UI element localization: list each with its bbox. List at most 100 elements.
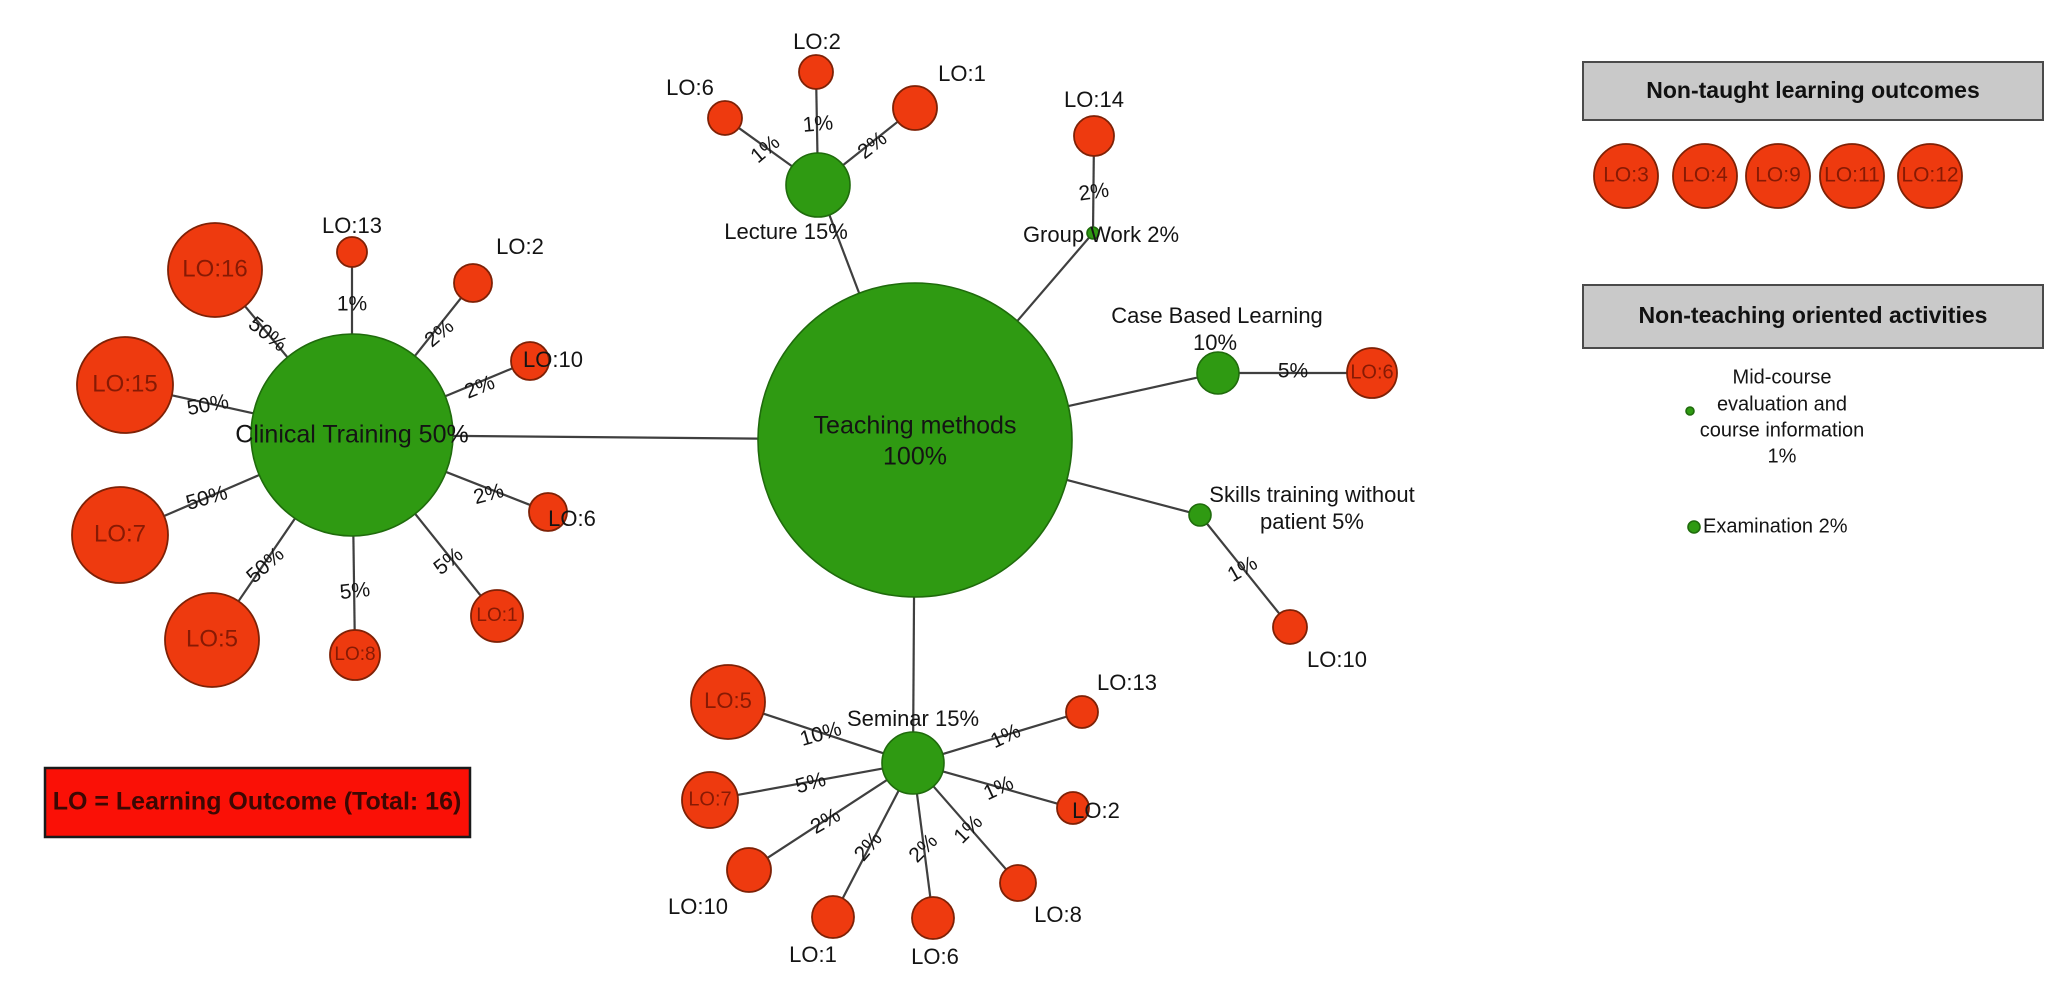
node-label-ct-lo5: LO:5 — [186, 625, 238, 652]
caption-lo-10: LO:10 — [668, 894, 728, 919]
node-ct-lo10 — [510, 341, 550, 381]
node-label-ct-lo15: LO:15 — [92, 370, 157, 397]
caption-lo-2: LO:2 — [1072, 798, 1120, 823]
edge-lecture-lec-lo6 — [738, 127, 793, 168]
node-ct-lo16 — [167, 222, 263, 318]
edge-label-group-work-lo14: 2% — [1077, 179, 1110, 206]
node-ct-lo5 — [164, 592, 260, 688]
edge-clinical-training-ct-lo10 — [444, 367, 513, 398]
non-teaching-panel: Non-teaching oriented activities Mid-cou… — [1582, 284, 2044, 537]
node-skills-training — [1188, 503, 1212, 527]
edge-seminar-sem-lo2 — [942, 770, 1058, 805]
edge-clinical-training-ct-lo8 — [352, 535, 356, 631]
midcourse-label-line2: evaluation and — [1717, 393, 1847, 415]
node-sem-lo1 — [811, 895, 855, 939]
legend-box — [43, 766, 472, 839]
caption-patient-5-: patient 5% — [1260, 509, 1364, 534]
edge-lecture-lec-lo2 — [815, 88, 819, 154]
midcourse-label-line1: Mid-course — [1733, 366, 1832, 388]
caption-100-: 100% — [883, 443, 947, 471]
node-nt-lo12 — [1897, 143, 1963, 209]
node-ct-lo15 — [76, 336, 174, 434]
caption-lo-13: LO:13 — [322, 213, 382, 238]
caption-case-based-learning: Case Based Learning — [1111, 303, 1323, 328]
node-ct-lo13 — [336, 236, 368, 268]
node-label-sem-lo7: LO:7 — [688, 788, 731, 810]
non-teaching-panel-box — [1582, 284, 2044, 349]
edges-layer — [163, 88, 1347, 899]
caption-lo-10: LO:10 — [523, 347, 583, 372]
node-teaching-methods — [757, 282, 1073, 598]
node-case-based-learning — [1196, 351, 1240, 395]
edge-label-case-based-learning-cbl-lo6: 5% — [1278, 360, 1308, 383]
edge-label-clinical-training-ct-lo5: 50% — [242, 543, 289, 588]
node-lec-lo6 — [707, 100, 743, 136]
caption-seminar-15-: Seminar 15% — [847, 706, 979, 731]
node-examination-dot — [1687, 520, 1701, 534]
caption-lo-1: LO:1 — [789, 942, 837, 967]
edge-clinical-training-ct-lo5 — [237, 517, 296, 602]
node-sem-lo6 — [911, 896, 955, 940]
node-sem-lo7 — [681, 771, 739, 829]
edge-clinical-training-ct-lo16 — [244, 305, 289, 358]
node-sk-lo10 — [1272, 609, 1308, 645]
node-label-nt-lo3: LO:3 — [1603, 164, 1649, 187]
edge-label-seminar-sem-lo10: 2% — [807, 804, 845, 839]
edge-label-seminar-sem-lo13: 1% — [987, 719, 1024, 753]
non-taught-panel-box — [1582, 61, 2044, 121]
edge-label-lecture-lec-lo2: 1% — [802, 111, 834, 137]
edge-label-clinical-training-ct-lo7: 50% — [183, 481, 230, 515]
node-lec-lo1 — [892, 85, 938, 131]
caption-lo-6: LO:6 — [548, 506, 596, 531]
node-sem-lo2 — [1056, 791, 1090, 825]
caption-skills-training-without: Skills training without — [1209, 482, 1414, 507]
node-ct-lo6 — [528, 492, 568, 532]
node-sem-lo5 — [690, 664, 766, 740]
node-lecture — [785, 152, 851, 218]
caption-lo-2: LO:2 — [496, 234, 544, 259]
edge-clinical-training-ct-lo7 — [163, 473, 260, 518]
node-seminar — [881, 731, 945, 795]
node-lec-lo2 — [798, 54, 834, 90]
edge-lecture-lec-lo1 — [842, 120, 899, 166]
edge-teaching-methods-skills-training — [1066, 478, 1190, 514]
node-label-ct-lo16: LO:16 — [182, 255, 247, 282]
edge-label-skills-training-sk-lo10: 1% — [1224, 552, 1262, 587]
edge-seminar-sem-lo1 — [841, 790, 900, 899]
edge-label-clinical-training-ct-lo2: 2% — [420, 315, 458, 352]
edge-clinical-training-teaching-methods — [452, 434, 759, 440]
legend-label: LO = Learning Outcome (Total: 16) — [53, 788, 462, 816]
non-teaching-panel-title: Non-teaching oriented activities — [1639, 302, 1988, 328]
caption-clinical-training-50-: Clinical Training 50% — [235, 421, 468, 449]
legend: LO = Learning Outcome (Total: 16) — [43, 766, 472, 839]
midcourse-label-line4: 1% — [1768, 445, 1797, 467]
node-clinical-training — [250, 333, 454, 537]
edge-seminar-sem-lo13 — [942, 715, 1068, 756]
node-ct-lo1 — [470, 589, 524, 643]
edge-label-seminar-sem-lo1: 2% — [850, 827, 887, 865]
node-ct-lo2 — [453, 263, 493, 303]
node-sem-lo8 — [999, 864, 1037, 902]
nodes-layer — [71, 54, 1963, 940]
node-nt-lo9 — [1745, 143, 1811, 209]
caption-lo-13: LO:13 — [1097, 670, 1157, 695]
node-label-nt-lo4: LO:4 — [1682, 164, 1728, 187]
caption-lo-14: LO:14 — [1064, 87, 1124, 112]
non-taught-panel: Non-taught learning outcomes — [1582, 61, 2044, 121]
edge-seminar-sem-lo5 — [762, 712, 884, 755]
midcourse-label-line3: course information — [1700, 419, 1865, 441]
edge-seminar-sem-lo7 — [737, 767, 883, 797]
caption-lecture-15-: Lecture 15% — [724, 219, 848, 244]
node-label-nt-lo11: LO:11 — [1824, 164, 1880, 187]
node-label-ct-lo7: LO:7 — [94, 520, 146, 547]
node-nt-lo3 — [1593, 143, 1659, 209]
caption-lo-6: LO:6 — [666, 75, 714, 100]
caption-lo-10: LO:10 — [1307, 647, 1367, 672]
node-ct-lo8 — [329, 629, 381, 681]
node-label-cbl-lo6: LO:6 — [1350, 361, 1393, 383]
node-sem-lo10 — [726, 847, 772, 893]
examination-label: Examination 2% — [1703, 515, 1848, 537]
caption-teaching-methods: Teaching methods — [814, 412, 1017, 440]
caption-lo-2: LO:2 — [793, 29, 841, 54]
